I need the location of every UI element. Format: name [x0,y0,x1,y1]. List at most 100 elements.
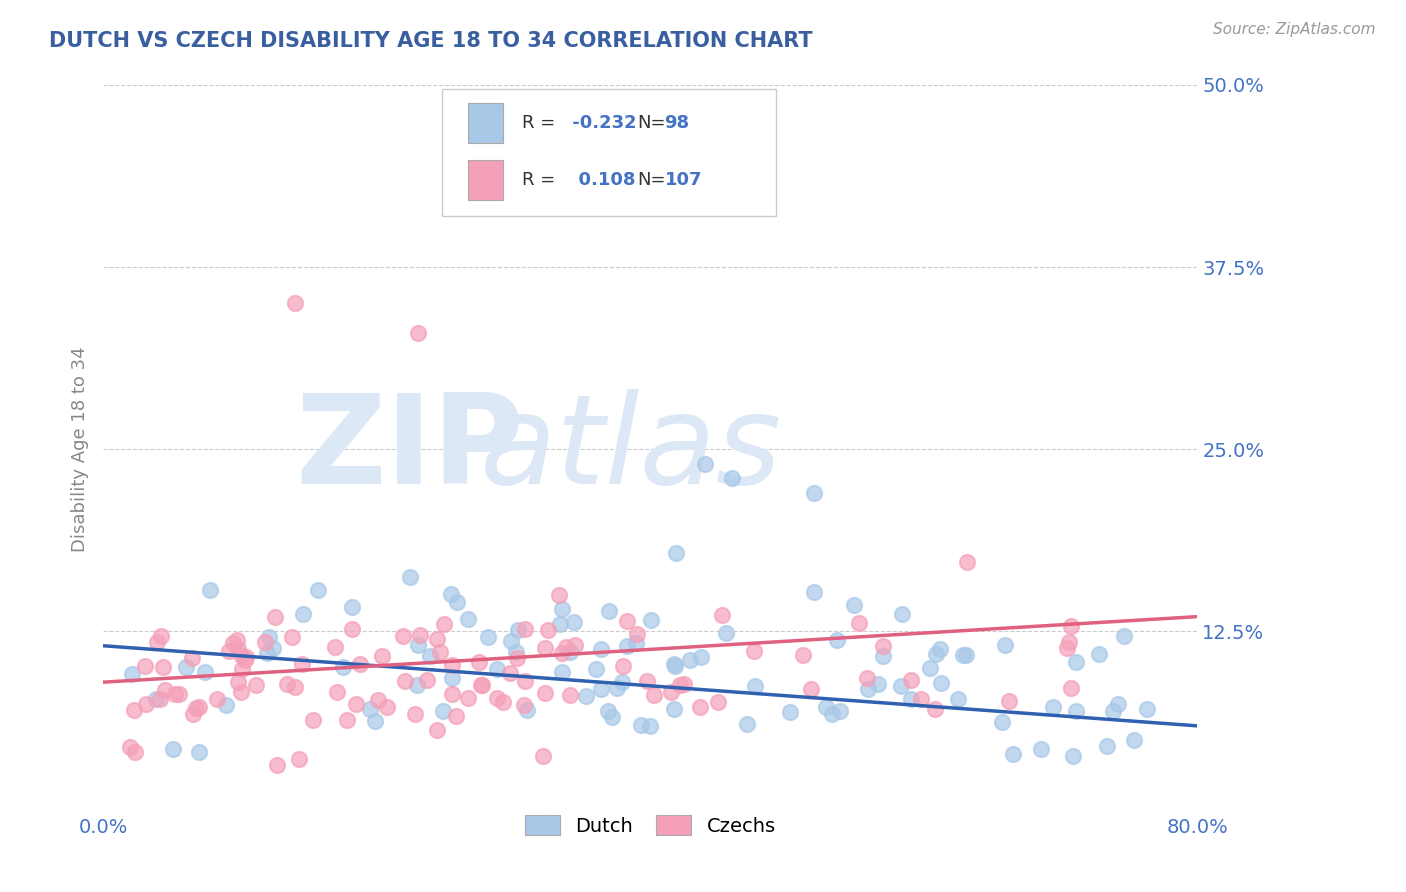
Point [589,642,612,657]
Point [134,658,156,673]
Point [792,648,814,663]
Point [291,657,314,672]
Point [630,718,652,732]
Point [551,646,574,660]
Point [600,710,623,724]
Point [948,692,970,706]
Point [375,699,398,714]
Point [918,661,941,675]
Point [707,695,730,709]
Point [665,546,688,560]
Point [194,665,217,680]
Point [929,675,952,690]
Point [598,604,620,618]
Point [181,651,204,665]
Point [367,693,389,707]
Point [499,634,522,648]
Point [890,679,912,693]
Point [643,688,665,702]
Point [551,665,574,680]
Point [432,704,454,718]
Point [291,607,314,621]
Point [548,617,571,632]
Point [276,677,298,691]
Point [344,697,367,711]
Point [174,660,197,674]
Point [693,457,716,471]
Point [505,645,527,659]
Point [575,689,598,703]
Point [711,608,734,623]
Text: DUTCH VS CZECH DISABILITY AGE 18 TO 34 CORRELATION CHART: DUTCH VS CZECH DISABILITY AGE 18 TO 34 C… [49,31,813,51]
Text: Source: ZipAtlas.com: Source: ZipAtlas.com [1212,22,1375,37]
Point [928,642,950,657]
Point [735,717,758,731]
Point [162,742,184,756]
Point [610,675,633,690]
Point [551,602,574,616]
Point [596,704,619,718]
Point [672,677,695,691]
Point [184,701,207,715]
Text: atlas: atlas [479,389,782,509]
Point [890,607,912,621]
Point [404,706,426,721]
Point [803,485,825,500]
Point [669,677,692,691]
Point [235,650,257,665]
Point [800,681,823,696]
Point [531,748,554,763]
Point [284,680,307,694]
Point [721,471,744,485]
Point [359,701,381,715]
Point [624,636,647,650]
Point [1087,647,1109,661]
Point [558,644,581,658]
Point [218,644,240,658]
Point [146,635,169,649]
Point [167,687,190,701]
Point [124,703,146,717]
Point [226,642,249,657]
Point [513,698,536,712]
Point [606,681,628,696]
Point [636,674,658,689]
Point [900,673,922,687]
Point [284,296,307,310]
Point [900,691,922,706]
Point [491,695,513,709]
Point [513,673,536,688]
Point [342,600,364,615]
Point [188,700,211,714]
Point [446,595,468,609]
Point [689,700,711,714]
Point [145,692,167,706]
Point [925,647,948,661]
Point [120,740,142,755]
Point [955,648,977,662]
Text: R =: R = [522,114,555,132]
Point [533,686,555,700]
Point [340,623,363,637]
Point [233,653,256,667]
Point [821,707,844,722]
Point [1062,749,1084,764]
Point [1064,655,1087,669]
Point [406,678,429,692]
Point [681,180,703,194]
Point [825,633,848,648]
Point [1064,704,1087,718]
Point [1122,732,1144,747]
Point [165,687,187,701]
Point [744,679,766,693]
Point [856,671,879,685]
Point [349,657,371,672]
Point [181,706,204,721]
Point [433,616,456,631]
Point [998,694,1021,708]
Point [872,649,894,664]
Point [534,640,557,655]
Point [124,745,146,759]
Point [555,640,578,654]
Point [332,660,354,674]
